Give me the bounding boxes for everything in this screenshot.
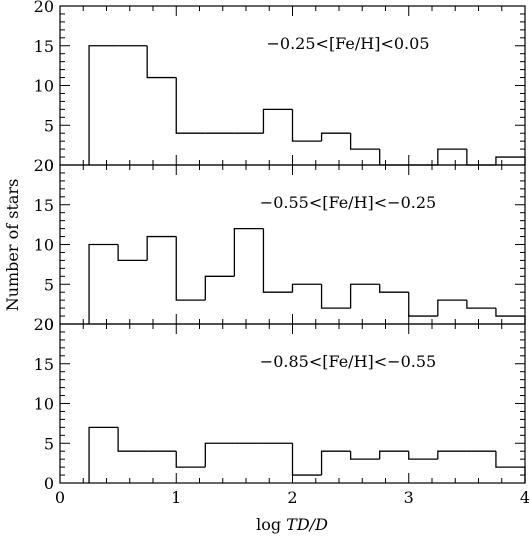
histogram-bin [349, 451, 380, 460]
x-tick-labels: 0 1 2 3 4 [55, 488, 530, 507]
histogram-bin [117, 427, 148, 452]
histogram-bin [291, 109, 322, 142]
y-tick-label: 10 [34, 395, 54, 414]
histogram-bin [466, 300, 496, 309]
x-tick-label: 0 [55, 488, 65, 507]
y-tick-label: 0 [44, 474, 54, 493]
histogram-bin [117, 244, 148, 262]
histogram-bin [495, 308, 526, 324]
histogram-bin [146, 45, 177, 79]
histogram-bin [175, 236, 206, 301]
histogram-bin [437, 148, 467, 165]
y-tick-label: 0 [44, 156, 54, 175]
histogram-bin [88, 243, 119, 324]
histogram-bin [379, 284, 409, 293]
histogram-bin [379, 450, 409, 460]
histogram-bin [320, 450, 351, 476]
histogram-bin [408, 292, 438, 317]
y-tick-label: 15 [34, 37, 54, 56]
histogram-bin [175, 451, 206, 468]
histogram-bin [146, 235, 177, 261]
histogram-bin [204, 442, 235, 468]
histogram-bin [495, 156, 526, 165]
x-tick-label: 1 [171, 488, 181, 507]
histogram-bin [88, 45, 119, 165]
metallicity-range-label: −0.25<[Fe/H]<0.05 [267, 34, 430, 53]
y-tick-label: 10 [34, 236, 54, 255]
histogram-bin [379, 149, 409, 166]
histogram-panel-2: 0 5 10 15 20 −0.55<[Fe/H]<−0.25 [34, 156, 526, 334]
histogram-panel-3: 0 5 10 15 20 −0.85<[Fe/H]<−0.55 [34, 315, 526, 493]
y-tick-label: 5 [44, 434, 54, 453]
x-tick-label: 4 [520, 488, 530, 507]
histogram-bin [88, 426, 119, 483]
y-tick-label: 5 [44, 275, 54, 294]
x-tick-label: 3 [404, 488, 414, 507]
y-tick-label: 5 [44, 116, 54, 135]
histogram-bin [175, 77, 206, 134]
y-axis-title: Number of stars [3, 179, 22, 312]
histogram-bin [437, 450, 467, 460]
histogram-bin [466, 149, 496, 166]
y-tick-label: 15 [34, 355, 54, 374]
x-axis-title: log TD/D [256, 515, 328, 534]
panels-group: 0 5 10 15 20 −0.25<[Fe/H]<0.05 0 5 10 15 20 −0.55<[… [34, 0, 526, 493]
y-tick-label: 0 [44, 315, 54, 334]
y-tick-label: 20 [34, 315, 54, 334]
y-tick-label: 20 [34, 0, 54, 16]
histogram-bin [262, 228, 293, 293]
metallicity-range-label: −0.55<[Fe/H]<−0.25 [260, 193, 436, 212]
histogram-bin [233, 227, 264, 277]
histogram-bin [291, 283, 322, 293]
histogram-bin [204, 275, 235, 301]
y-tick-label: 15 [34, 196, 54, 215]
metallicity-range-label: −0.85<[Fe/H]<−0.55 [260, 352, 436, 371]
histogram-bin [291, 443, 322, 476]
histogram-bin [349, 283, 380, 309]
histogram-bin [320, 284, 351, 309]
histogram-bin [437, 299, 467, 317]
x-tick-label: 2 [287, 488, 297, 507]
histogram-bin [408, 451, 438, 460]
histogram-bin [495, 451, 526, 483]
histogram-bin [349, 133, 380, 150]
histogram-panel-1: 0 5 10 15 20 −0.25<[Fe/H]<0.05 [34, 0, 526, 175]
y-tick-label: 20 [34, 156, 54, 175]
y-tick-label: 10 [34, 77, 54, 96]
histogram-bin [262, 108, 293, 134]
histogram-bin [320, 132, 351, 142]
